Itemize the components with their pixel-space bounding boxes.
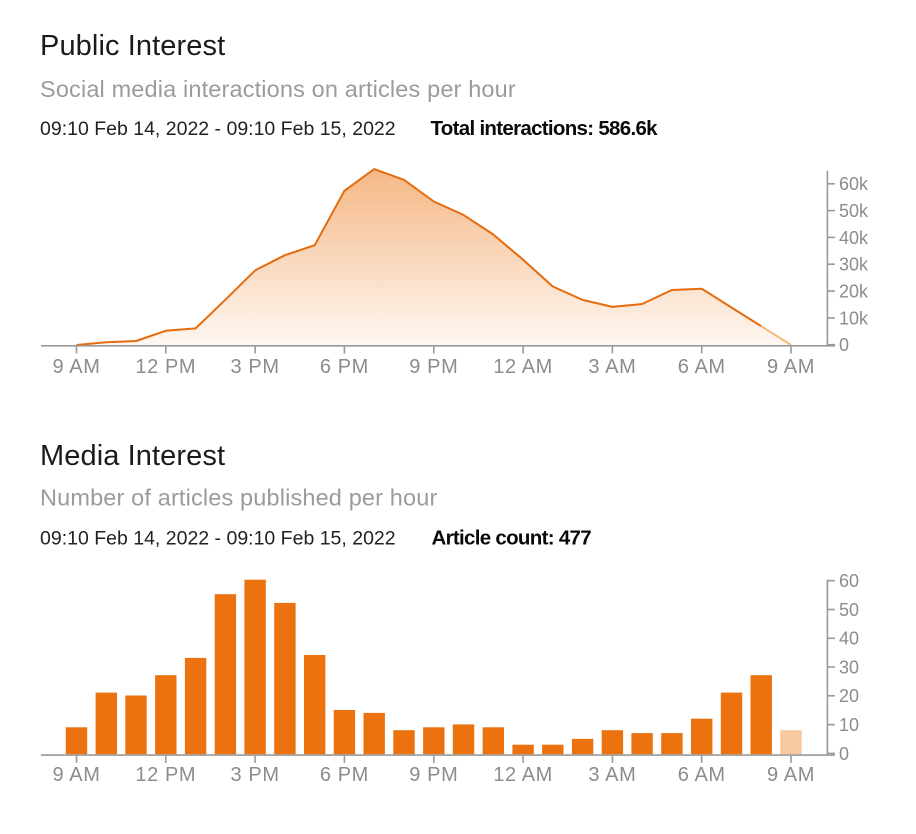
- svg-text:9 AM: 9 AM: [767, 764, 815, 786]
- svg-text:Public Interest: Public Interest: [40, 30, 225, 62]
- svg-text:Media Interest: Media Interest: [40, 440, 225, 472]
- svg-text:6 AM: 6 AM: [678, 764, 726, 786]
- svg-text:09:10 Feb 14, 2022 - 09:10 Feb: 09:10 Feb 14, 2022 - 09:10 Feb 15, 2022: [40, 528, 396, 550]
- svg-text:20k: 20k: [839, 282, 869, 302]
- svg-text:9 PM: 9 PM: [409, 764, 458, 786]
- svg-text:9 AM: 9 AM: [53, 356, 101, 378]
- svg-text:09:10 Feb 14, 2022 - 09:10 Feb: 09:10 Feb 14, 2022 - 09:10 Feb 15, 2022: [40, 118, 396, 140]
- svg-text:40: 40: [839, 629, 859, 649]
- svg-text:6 AM: 6 AM: [678, 356, 726, 378]
- svg-text:Article count: 477: Article count: 477: [432, 526, 592, 549]
- svg-text:9 PM: 9 PM: [409, 356, 458, 378]
- svg-text:60k: 60k: [839, 174, 869, 194]
- svg-text:12 PM: 12 PM: [135, 764, 196, 786]
- svg-text:30k: 30k: [839, 255, 869, 275]
- svg-text:6 PM: 6 PM: [320, 764, 369, 786]
- svg-text:3 AM: 3 AM: [588, 356, 636, 378]
- svg-text:30: 30: [839, 657, 859, 677]
- svg-text:3 PM: 3 PM: [231, 764, 280, 786]
- svg-text:12 AM: 12 AM: [493, 764, 553, 786]
- svg-text:6 PM: 6 PM: [320, 356, 369, 378]
- svg-text:40k: 40k: [839, 228, 869, 248]
- svg-text:60: 60: [839, 571, 859, 591]
- svg-text:10k: 10k: [839, 308, 869, 328]
- svg-text:10: 10: [839, 715, 859, 735]
- svg-text:9 AM: 9 AM: [767, 356, 815, 378]
- svg-text:0: 0: [839, 744, 849, 764]
- svg-text:50k: 50k: [839, 201, 869, 221]
- svg-text:9 AM: 9 AM: [53, 764, 101, 786]
- svg-text:50: 50: [839, 600, 859, 620]
- svg-text:0: 0: [839, 335, 849, 355]
- svg-text:12 PM: 12 PM: [135, 356, 196, 378]
- svg-text:3 PM: 3 PM: [231, 356, 280, 378]
- svg-text:Total interactions: 586.6k: Total interactions: 586.6k: [431, 117, 659, 140]
- svg-text:Number of articles published p: Number of articles published per hour: [40, 485, 437, 511]
- svg-text:12 AM: 12 AM: [493, 356, 553, 378]
- svg-text:Social media interactions on a: Social media interactions on articles pe…: [40, 76, 516, 102]
- svg-text:3 AM: 3 AM: [588, 764, 636, 786]
- svg-text:20: 20: [839, 686, 859, 706]
